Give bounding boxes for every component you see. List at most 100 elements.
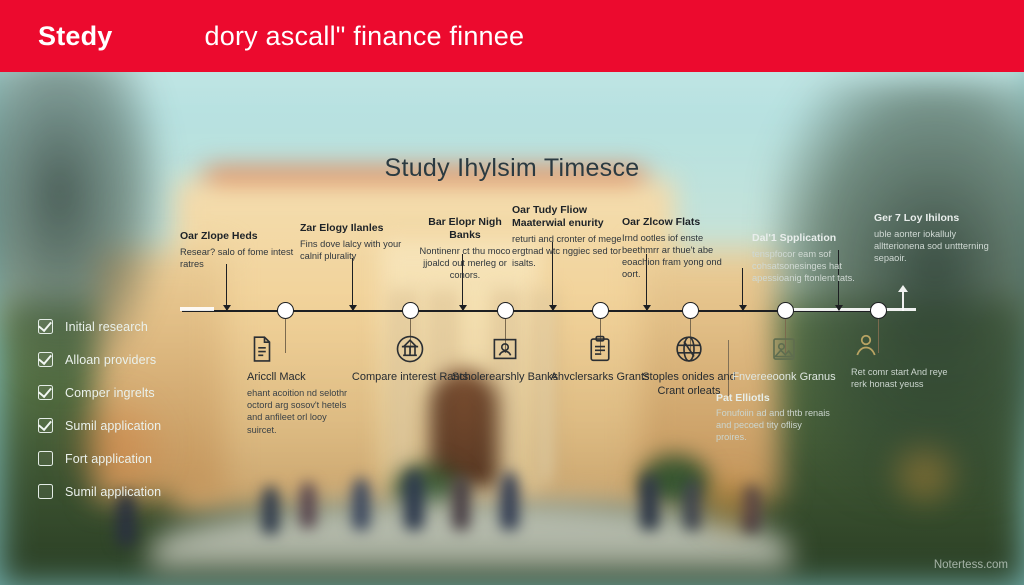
label-title: Oar Zlope Heds [180,230,258,242]
watermark: Notertess.com [933,559,1008,571]
timeline-stem [690,319,692,353]
timeline-top-label[interactable]: Dal'1 Spplication tenspfocor eam sof coh… [752,232,862,284]
timeline-bottom-label[interactable]: Fnvereeoonk Granus [728,334,840,384]
label-description: Resear? salo of fome intest ratres [180,246,294,269]
photo-person [262,486,279,534]
timeline-arrow-icon [898,285,908,311]
timeline-bottom-label[interactable]: Scholerearshly Banks [446,334,564,384]
timeline-node[interactable] [496,302,514,319]
label-title: Compare interest Rants [351,371,469,383]
timeline-top-label[interactable]: Zar Elogy Ilanles Fins dove lalcy with y… [300,222,412,262]
checklist-item-label: Alloan providers [65,352,157,367]
timeline-stem [785,319,787,353]
timeline-node[interactable] [276,302,294,319]
checklist-item-comper-ingrelts[interactable]: Comper ingrelts [38,376,161,409]
timeline-stem [547,242,559,311]
divider [728,340,730,396]
label-description: ehant acoition nd selothr octord arg sos… [247,388,348,435]
label-title: Bar Elopr Nigh Banks [428,216,502,241]
checkbox-checked-icon[interactable] [38,319,53,334]
timeline-axis [182,310,882,312]
header-bar: Stedy dory ascall" finance finnee [0,0,1024,72]
timeline-bottom-label[interactable]: Compare interest Rants [351,334,469,384]
id-badge-icon [493,338,517,360]
globe-icon [676,336,702,362]
checklist-item-label: Initial research [65,319,148,334]
label-title: Scholerearshly Banks [451,371,559,383]
label-title: Fnvereeoonk Granus [732,371,836,383]
photo-light-flare [55,390,175,500]
clipboard-icon [590,335,610,362]
label-title: Ariccll Mack [247,371,306,383]
timeline-stem [878,319,880,353]
timeline-axis-tail [790,308,916,311]
timeline-top-label[interactable]: Bar Elopr Nigh Banks Nontinenr ct thu mo… [415,216,515,281]
timeline-top-label[interactable]: Oar Tudy Fliow Maaterwial enurity returt… [512,204,624,269]
timeline-top-label[interactable]: Oar Zlope Heds Resear? salo of fome inte… [180,230,300,270]
timeline-node[interactable] [591,302,609,319]
label-description: Irnd ootles iof enste beethmrr ar thue't… [622,232,722,280]
label-title: Dal'1 Spplication [752,232,837,244]
timeline-axis-start [180,307,214,311]
checkbox-checked-icon[interactable] [38,418,53,433]
photo-column [534,290,556,480]
photo-person [352,478,370,530]
timeline-stem [285,319,287,353]
timeline-node[interactable] [401,302,419,319]
checklist-item-alloan-providers[interactable]: Alloan providers [38,343,161,376]
timeline-graphic: Oar Zlope Heds Resear? salo of fome inte… [0,72,1024,585]
label-description: uble aonter iokalluly alltterionena sod … [874,228,989,263]
photo-light-flare [690,470,770,540]
checklist-item-fort-application[interactable]: Fort application [38,442,161,475]
checklist-item-label: Sumil application [65,484,162,499]
timeline-stem [737,268,749,311]
photo-walkway [150,500,790,570]
timeline-stem [505,319,507,353]
label-title: Stoples onides and Crant orleats [642,371,736,398]
checkbox-checked-icon[interactable] [38,352,53,367]
photo-person [640,474,659,530]
checklist-item-sumil-application[interactable]: Sumil application [38,409,161,442]
timeline-stem [641,254,653,311]
checklist-item-label: Comper ingrelts [65,385,155,400]
checkbox-unchecked-icon[interactable] [38,451,53,466]
timeline-inline-note[interactable]: Pat Elliotls Fonufoiin ad and thtb renai… [716,392,834,443]
person-frame-icon [773,338,795,360]
label-title: Oar Zlcow Flats [622,216,701,228]
note-heading: Pat Elliotls [716,392,770,404]
progress-checklist: Initial research Alloan providers Comper… [38,310,161,508]
timeline-stem [221,264,233,311]
checklist-item-label: Sumil application [65,418,162,433]
checklist-item-sumil-application-2[interactable]: Sumil application [38,475,161,508]
note-description: Fonufoiin ad and thtb renais and pecoed … [716,408,830,443]
timeline-stem [347,258,359,311]
photo-person [116,492,136,546]
photo-tree-left [0,60,170,390]
label-description: Ret comr start And reye rerk honast yeus… [851,367,948,390]
bank-icon [396,335,424,363]
photo-person [500,472,519,530]
label-title: Zar Elogy Ilanles [300,222,384,234]
header-headline: dory ascall" finance finnee [204,20,525,51]
photo-tree-right [770,80,1024,500]
checklist-item-label: Fort application [65,451,153,466]
photo-person [404,470,424,530]
timeline-bottom-label[interactable]: Stoples onides and Crant orleats [633,334,745,398]
timeline-node[interactable] [681,302,699,319]
checkbox-checked-icon[interactable] [38,385,53,400]
photo-person [300,482,316,528]
timeline-stem [457,254,469,311]
checklist-item-initial-research[interactable]: Initial research [38,310,161,343]
timeline-node[interactable] [776,302,794,319]
timeline-top-label[interactable]: Oar Zlcow Flats Irnd ootles iof enste be… [622,216,734,280]
timeline-bottom-label[interactable]: Ret comr start And reye rerk honast yeus… [851,330,961,390]
checkbox-unchecked-icon[interactable] [38,484,53,499]
timeline-bottom-label[interactable]: Ariccll Mack ehant acoition nd selothr o… [247,334,351,436]
document-icon [253,336,271,362]
brand-title: Stedy [38,20,113,51]
label-title: Ahvclersarks Grants [550,371,650,383]
timeline-bottom-label[interactable]: Ahvclersarks Grants [541,334,659,384]
timeline-node[interactable] [869,302,887,319]
timeline-top-label[interactable]: Ger 7 Loy Ihilons uble aonter iokalluly … [874,212,992,264]
label-description: Fins dove lalcy with your calnif plurali… [300,238,402,261]
